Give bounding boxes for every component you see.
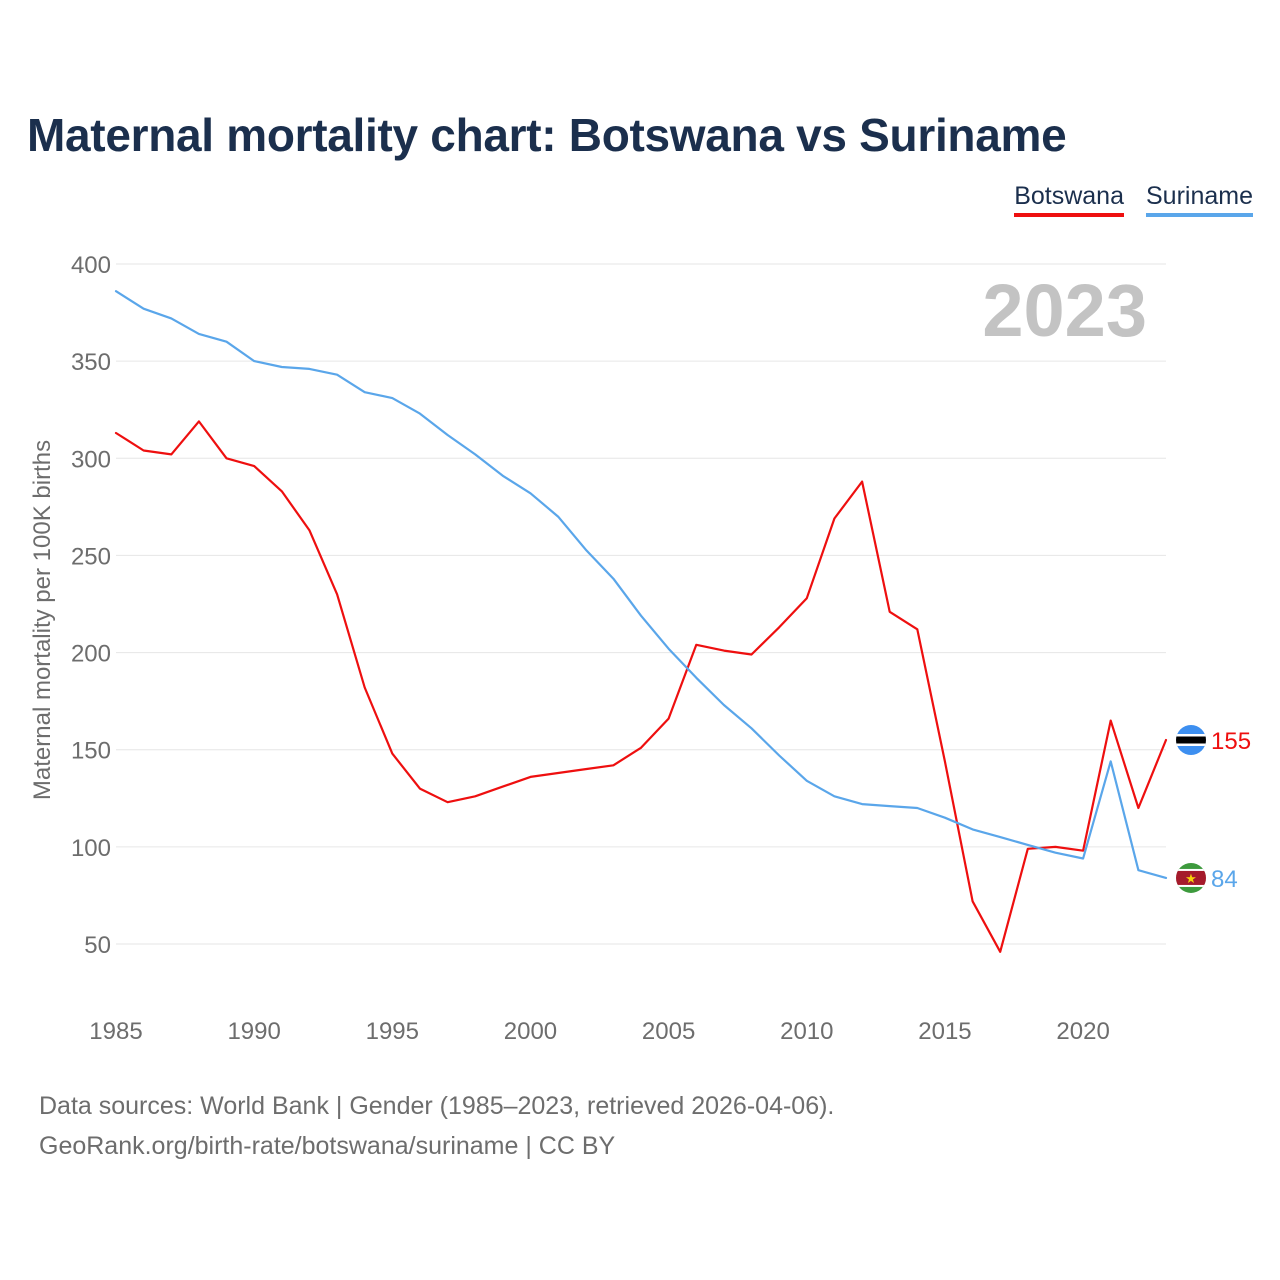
x-tick-label-2005: 2005 — [642, 1018, 695, 1045]
x-tick-label-2020: 2020 — [1056, 1018, 1109, 1045]
legend: Botswana Suriname — [1014, 182, 1253, 217]
y-tick-label-50: 50 — [84, 932, 111, 959]
page-title: Maternal mortality chart: Botswana vs Su… — [27, 109, 1067, 161]
svg-text:★: ★ — [1185, 872, 1197, 887]
x-tick-label-2000: 2000 — [504, 1018, 557, 1045]
botswana-flag-icon — [1176, 725, 1206, 755]
y-tick-label-300: 300 — [71, 446, 111, 473]
series-line-suriname — [114, 290, 1168, 880]
end-label-botswana: 155 — [1211, 728, 1251, 755]
x-tick-label-2010: 2010 — [780, 1018, 833, 1045]
y-tick-label-150: 150 — [71, 738, 111, 765]
series-line-botswana — [114, 420, 1168, 953]
footer-sources: Data sources: World Bank | Gender (1985–… — [39, 1092, 835, 1120]
y-tick-label-200: 200 — [71, 641, 111, 668]
legend-item-botswana[interactable]: Botswana — [1014, 182, 1124, 217]
y-axis-label: Maternal mortality per 100K births — [29, 440, 56, 800]
year-watermark: 2023 — [982, 269, 1147, 352]
y-tick-label-400: 400 — [71, 252, 111, 279]
legend-item-suriname[interactable]: Suriname — [1146, 182, 1253, 217]
x-tick-label-1995: 1995 — [366, 1018, 419, 1045]
x-tick-label-2015: 2015 — [918, 1018, 971, 1045]
x-tick-label-1985: 1985 — [89, 1018, 142, 1045]
y-tick-label-250: 250 — [71, 543, 111, 570]
y-tick-label-100: 100 — [71, 835, 111, 862]
x-tick-label-1990: 1990 — [227, 1018, 280, 1045]
y-tick-label-350: 350 — [71, 349, 111, 376]
footer: Data sources: World Bank | Gender (1985–… — [39, 1086, 834, 1166]
end-label-suriname: 84 — [1211, 866, 1238, 893]
suriname-flag-icon: ★ — [1176, 862, 1206, 893]
footer-attribution[interactable]: GeoRank.org/birth-rate/botswana/suriname… — [39, 1132, 616, 1160]
